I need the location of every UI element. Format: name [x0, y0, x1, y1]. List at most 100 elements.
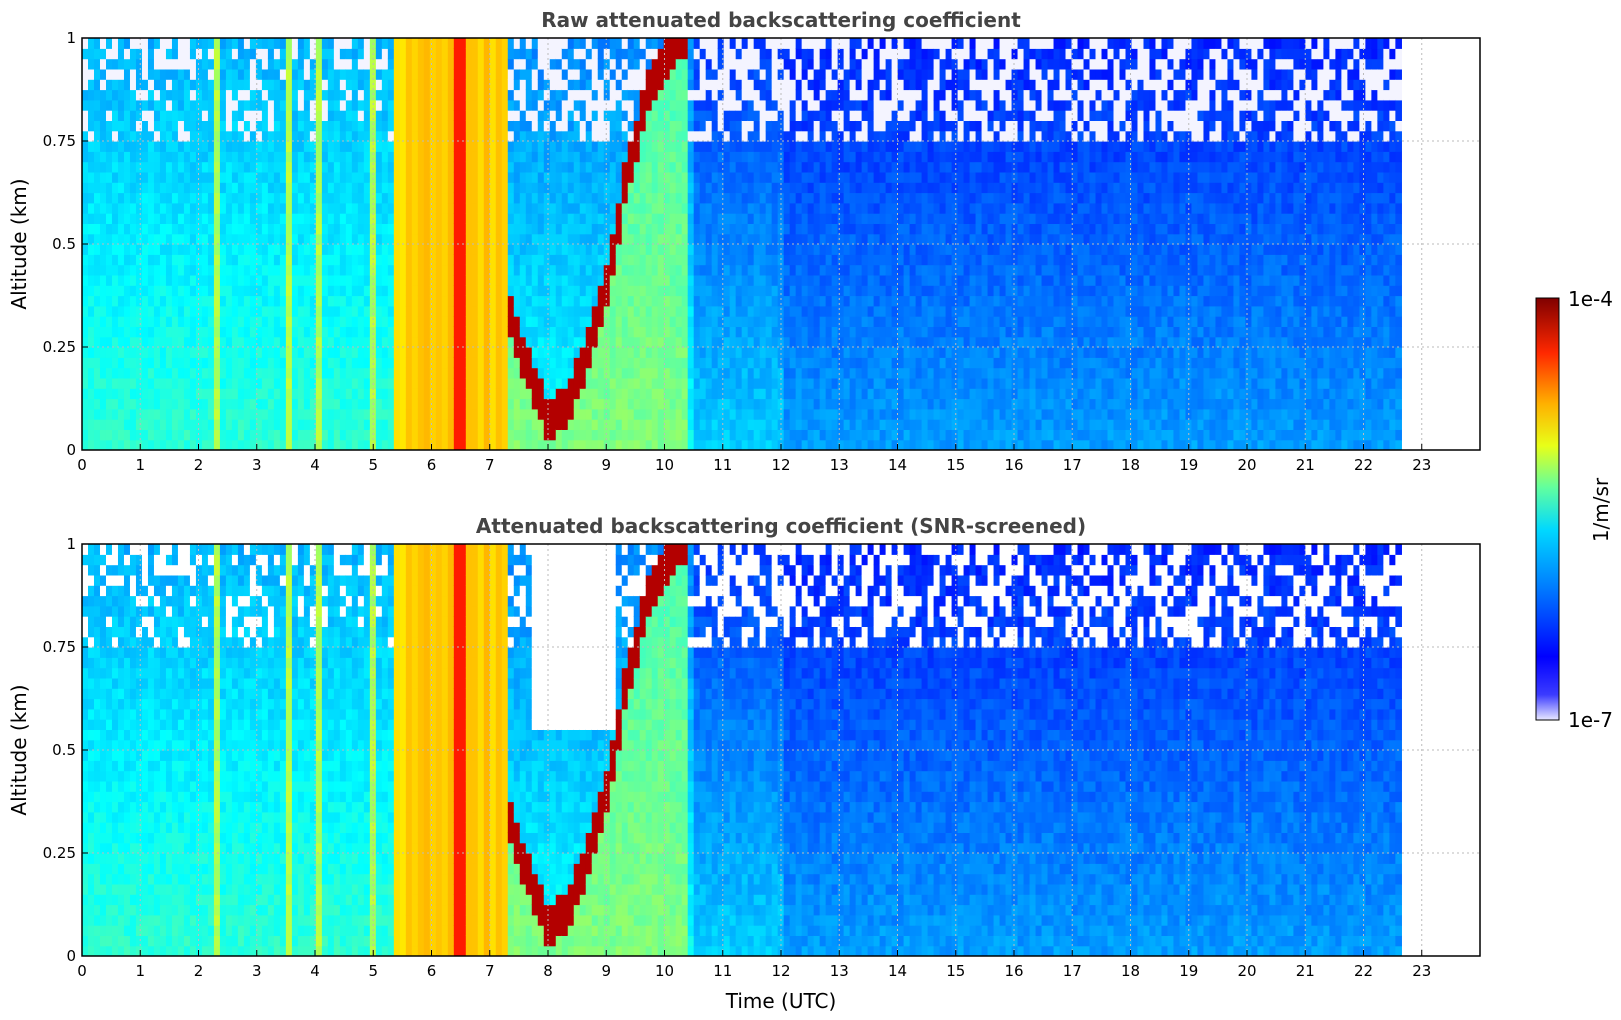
heatmap-cell: [387, 171, 395, 183]
heatmap-cell: [687, 244, 695, 255]
heatmap-cell: [651, 326, 659, 338]
heatmap-cell: [753, 326, 761, 338]
heatmap-cell: [327, 213, 335, 224]
heatmap-cell: [459, 388, 467, 400]
heatmap-cell: [633, 439, 641, 450]
heatmap-cell: [597, 398, 605, 410]
heatmap-cell: [537, 264, 545, 276]
heatmap-cell: [819, 151, 827, 163]
heatmap-cell: [765, 285, 773, 297]
heatmap-cell: [249, 202, 257, 214]
heatmap-cell: [201, 254, 209, 266]
heatmap-cell: [657, 274, 665, 286]
heatmap-cell: [82, 388, 89, 400]
heatmap-cell: [747, 161, 755, 173]
heatmap-cell: [105, 398, 113, 410]
heatmap-cell: [717, 233, 725, 245]
heatmap-cell: [351, 316, 359, 327]
heatmap-cell: [339, 367, 347, 379]
heatmap-cell: [543, 244, 551, 255]
heatmap-cell: [333, 398, 341, 410]
heatmap-cell: [819, 408, 827, 420]
heatmap-cell: [231, 305, 239, 317]
heatmap-cell: [807, 68, 815, 80]
heatmap-cell: [549, 110, 557, 121]
heatmap-cell: [177, 264, 185, 276]
heatmap-cell: [387, 347, 395, 358]
heatmap-cell: [279, 429, 287, 441]
heatmap-cell: [375, 274, 383, 286]
heatmap-cell: [417, 213, 425, 224]
heatmap-cell: [88, 326, 95, 338]
heatmap-cell: [105, 285, 113, 297]
heatmap-cell: [327, 357, 335, 369]
heatmap-cell: [477, 58, 485, 70]
heatmap-cell: [345, 347, 353, 358]
heatmap-cell: [423, 388, 431, 400]
heatmap-cell: [363, 202, 371, 214]
heatmap-cell: [549, 357, 557, 369]
heatmap-cell: [207, 274, 215, 286]
heatmap-cell: [105, 254, 113, 266]
heatmap-cell: [327, 233, 335, 245]
heatmap-cell: [219, 336, 227, 348]
heatmap-cell: [573, 377, 581, 389]
heatmap-cell: [111, 120, 119, 132]
heatmap-cell: [273, 99, 281, 111]
heatmap-cell: [105, 357, 113, 369]
heatmap-cell: [321, 305, 329, 317]
heatmap-cell: [567, 244, 575, 255]
heatmap-cell: [99, 120, 107, 132]
heatmap-cell: [567, 285, 575, 297]
heatmap-cell: [549, 429, 557, 441]
heatmap-cell: [675, 130, 683, 142]
heatmap-cell: [495, 326, 503, 338]
heatmap-cell: [525, 68, 533, 80]
heatmap-cell: [531, 419, 539, 430]
heatmap-cell: [237, 254, 245, 266]
heatmap-cell: [135, 68, 143, 80]
heatmap-cell: [735, 285, 743, 297]
heatmap-cell: [207, 367, 215, 379]
heatmap-cell: [495, 429, 503, 441]
heatmap-cell: [411, 408, 419, 420]
heatmap-cell: [123, 99, 131, 111]
heatmap-cell: [177, 316, 185, 327]
heatmap-cell: [477, 316, 485, 327]
heatmap-cell: [579, 316, 587, 327]
heatmap-cell: [417, 398, 425, 410]
heatmap-cell: [309, 79, 317, 91]
heatmap-cell: [513, 305, 521, 317]
heatmap-cell: [645, 48, 653, 60]
heatmap-cell: [147, 161, 155, 173]
heatmap-cell: [627, 429, 635, 441]
heatmap-cell: [82, 99, 89, 111]
heatmap-cell: [363, 357, 371, 369]
heatmap-cell: [765, 274, 773, 286]
heatmap-cell: [117, 48, 125, 60]
heatmap-cell: [477, 223, 485, 235]
heatmap-cell: [447, 326, 455, 338]
heatmap-cell: [495, 171, 503, 183]
heatmap-cell: [711, 223, 719, 235]
heatmap-cell: [129, 89, 137, 101]
heatmap-cell: [105, 89, 113, 101]
heatmap-cell: [237, 38, 245, 49]
heatmap-cell: [105, 336, 113, 348]
heatmap-cell: [531, 182, 539, 194]
heatmap-cell: [82, 141, 89, 152]
heatmap-cell: [783, 79, 791, 91]
heatmap-cell: [429, 336, 437, 348]
heatmap-cell: [591, 171, 599, 183]
heatmap-cell: [567, 151, 575, 163]
heatmap-cell: [567, 99, 575, 111]
heatmap-cell: [753, 192, 761, 204]
heatmap-cell: [561, 68, 569, 80]
heatmap-cell: [477, 347, 485, 358]
heatmap-cell: [243, 233, 251, 245]
heatmap-cell: [423, 336, 431, 348]
heatmap-cell: [687, 58, 695, 70]
heatmap-cell: [82, 254, 89, 266]
heatmap-cell: [675, 38, 683, 49]
heatmap-cell: [783, 377, 791, 389]
